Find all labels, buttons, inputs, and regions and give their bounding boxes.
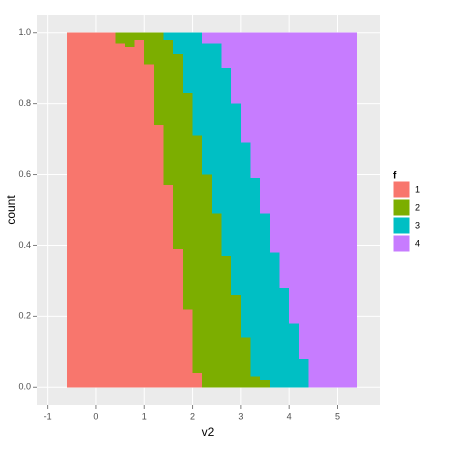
bar-segment [163,32,174,40]
y-tick-label: 0.0 [18,382,31,392]
bar-segment [250,376,261,388]
bar-segment [269,252,280,388]
bar-segment [144,32,154,65]
bar-segment [240,337,251,388]
y-tick-label: 0.8 [18,98,31,108]
bar-segment [124,32,135,47]
legend-title: f [393,171,397,182]
bar-segment [347,32,357,388]
bar-segment [144,64,154,388]
bar-segment [289,32,299,324]
x-tick-label: 5 [335,411,340,421]
bar-segment [260,32,270,214]
bar-segment [192,32,203,136]
x-tick-label: 1 [142,411,147,421]
bar-segment [173,54,183,249]
x-tick-label: 3 [238,411,243,421]
bar-segment [134,39,145,388]
bar-segment [308,32,319,388]
bar-segment [298,32,309,359]
bar-segment [289,323,299,388]
bar-segment [182,32,193,93]
bar-segment [153,124,164,388]
bar-segment [211,32,222,44]
bar-segment [163,39,174,186]
bar-segment [221,68,232,257]
bar-segment [202,174,212,388]
bar-segment [86,32,96,388]
legend-label: 3 [415,220,420,230]
legend-key [392,234,411,253]
bar-segment [124,46,135,388]
legend-label: 4 [415,238,420,248]
bar-segment [250,32,261,179]
x-tick-label: 0 [93,411,98,421]
y-tick-label: 0.4 [18,240,31,250]
bar-segment [221,256,232,388]
bar-segment [163,185,174,388]
bar-segment [260,213,270,381]
y-tick-label: 0.6 [18,169,31,179]
y-axis-label: count [4,195,18,225]
bar-segment [115,43,125,388]
x-tick-label: 4 [287,411,292,421]
bar-segment [134,32,145,40]
bar-segment [221,32,232,69]
bar-segment [66,32,77,388]
bar-segment [76,32,87,388]
bar-segment [95,32,106,388]
bar-segment [269,32,280,253]
bar-segment [153,32,164,125]
legend-key [392,198,411,217]
bar-segment [240,32,251,143]
legend-label: 1 [415,184,420,194]
x-tick-label: -1 [44,411,52,421]
bar-segment [192,135,203,374]
bar-segment [337,32,348,388]
legend-key [392,180,411,199]
bar-segment [115,32,125,44]
bar-segment [192,373,203,388]
x-tick-label: 2 [190,411,195,421]
bar-segment [173,32,183,54]
bar-segment [279,288,290,388]
bar-segment [182,309,193,388]
legend-key [392,216,411,235]
bar-segment [260,380,270,388]
bar-segment [211,43,222,214]
bar-segment [202,32,212,44]
y-tick-label: 1.0 [18,27,31,37]
bar-segment [182,93,193,310]
legend-label: 2 [415,202,420,212]
bar-segment [211,213,222,388]
bar-segment [105,32,116,388]
bar-segment [327,32,338,388]
bar-segment [318,32,328,388]
y-tick-label: 0.2 [18,311,31,321]
bar-segment [231,295,241,388]
bar-segment [279,32,290,289]
x-axis-label: v2 [202,425,215,439]
bar-segment [240,142,251,338]
bar-segment [202,43,212,175]
bar-segment [173,249,183,388]
bar-segment [231,103,241,296]
bar-segment [231,32,241,104]
bar-segment [298,358,309,388]
bar-segment [250,178,261,377]
